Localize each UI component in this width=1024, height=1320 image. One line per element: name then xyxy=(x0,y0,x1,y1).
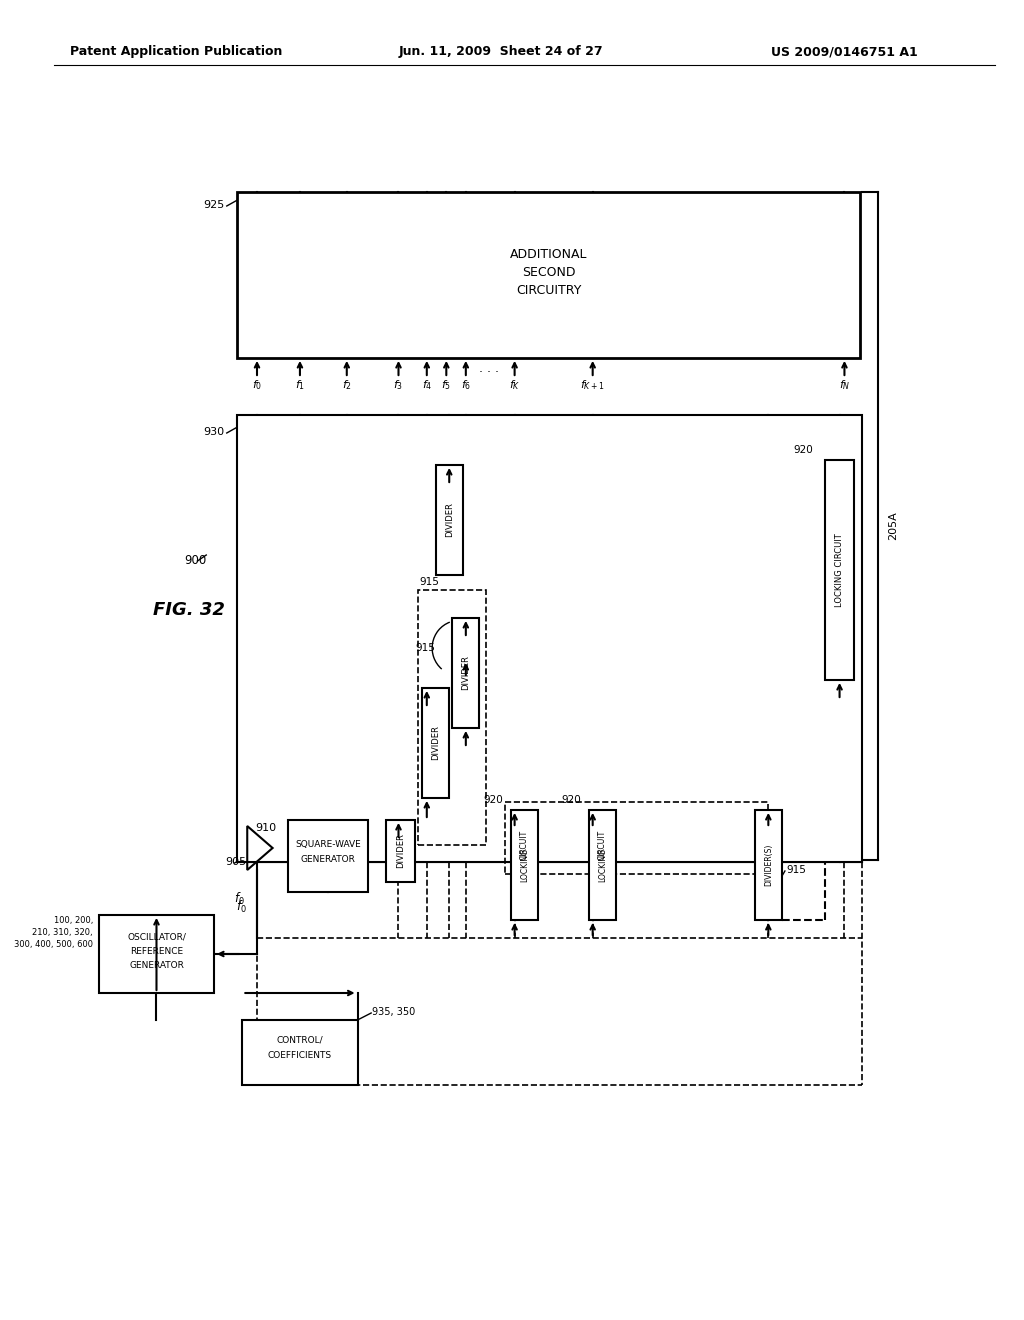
Bar xyxy=(386,820,415,882)
Text: CIRCUIT: CIRCUIT xyxy=(598,830,607,861)
Text: 910: 910 xyxy=(255,822,276,833)
Bar xyxy=(505,803,768,874)
Text: SQUARE-WAVE: SQUARE-WAVE xyxy=(295,841,361,850)
Text: $f_{K+1}$: $f_{K+1}$ xyxy=(581,378,605,392)
Text: $f_2$: $f_2$ xyxy=(342,378,352,392)
Text: OSCILLATOR/: OSCILLATOR/ xyxy=(127,932,186,941)
Text: $f_K$: $f_K$ xyxy=(509,378,520,392)
Text: Jun. 11, 2009  Sheet 24 of 27: Jun. 11, 2009 Sheet 24 of 27 xyxy=(398,45,603,58)
Text: 300, 400, 500, 600: 300, 400, 500, 600 xyxy=(14,940,93,949)
Text: 920: 920 xyxy=(794,445,813,455)
Text: 100, 200,: 100, 200, xyxy=(53,916,93,924)
Text: LOCKING CIRCUIT: LOCKING CIRCUIT xyxy=(835,533,844,607)
Bar xyxy=(418,590,486,845)
Text: DIVIDER: DIVIDER xyxy=(396,833,404,869)
Text: DIVIDER(S): DIVIDER(S) xyxy=(764,843,773,886)
Bar xyxy=(238,191,860,358)
Text: 905: 905 xyxy=(225,857,246,867)
Text: DIVIDER: DIVIDER xyxy=(444,503,454,537)
Text: 915: 915 xyxy=(419,577,439,587)
Text: 915: 915 xyxy=(785,865,806,875)
Text: LOCKING: LOCKING xyxy=(598,847,607,882)
Text: $f_0$: $f_0$ xyxy=(252,378,262,392)
Text: Patent Application Publication: Patent Application Publication xyxy=(70,45,283,58)
Text: DIVIDER: DIVIDER xyxy=(431,726,440,760)
Text: SECOND: SECOND xyxy=(522,267,575,280)
Text: CIRCUITRY: CIRCUITRY xyxy=(516,285,582,297)
Text: $f_1$: $f_1$ xyxy=(295,378,305,392)
Bar xyxy=(453,618,479,729)
Text: 205A: 205A xyxy=(888,512,898,540)
Bar xyxy=(511,810,538,920)
Bar xyxy=(288,820,369,892)
Text: $f_3$: $f_3$ xyxy=(393,378,403,392)
Text: DIVIDER: DIVIDER xyxy=(462,656,470,690)
Bar xyxy=(589,810,616,920)
Text: 920: 920 xyxy=(483,795,503,805)
Text: $f_6$: $f_6$ xyxy=(461,378,471,392)
Text: 210, 310, 320,: 210, 310, 320, xyxy=(33,928,93,936)
Text: 900: 900 xyxy=(184,553,207,566)
Bar xyxy=(435,465,463,576)
Text: $f_0$: $f_0$ xyxy=(236,899,247,915)
Text: 925: 925 xyxy=(204,201,225,210)
Text: 930: 930 xyxy=(204,426,225,437)
Bar xyxy=(99,915,214,993)
Text: $f_0$: $f_0$ xyxy=(234,891,245,907)
Text: FIG. 32: FIG. 32 xyxy=(153,601,224,619)
Text: 920: 920 xyxy=(561,795,581,805)
Text: REFERENCE: REFERENCE xyxy=(130,946,183,956)
Text: CONTROL/: CONTROL/ xyxy=(276,1035,324,1044)
Text: . . .: . . . xyxy=(479,362,500,375)
Text: LOCKING: LOCKING xyxy=(520,847,528,882)
Bar xyxy=(755,810,782,920)
Text: US 2009/0146751 A1: US 2009/0146751 A1 xyxy=(771,45,918,58)
Text: ADDITIONAL: ADDITIONAL xyxy=(510,248,588,261)
Text: CIRCUIT: CIRCUIT xyxy=(520,830,528,861)
Bar xyxy=(422,688,450,799)
Bar xyxy=(238,414,862,862)
Text: $f_4$: $f_4$ xyxy=(422,378,432,392)
Text: $f_5$: $f_5$ xyxy=(441,378,452,392)
Bar xyxy=(243,1020,357,1085)
Text: COEFFICIENTS: COEFFICIENTS xyxy=(268,1052,332,1060)
Text: GENERATOR: GENERATOR xyxy=(129,961,184,969)
Text: 935, 350: 935, 350 xyxy=(372,1007,416,1016)
Bar xyxy=(825,459,854,680)
Text: GENERATOR: GENERATOR xyxy=(301,855,355,865)
Text: $f_N$: $f_N$ xyxy=(839,378,850,392)
Text: 915: 915 xyxy=(415,643,435,653)
